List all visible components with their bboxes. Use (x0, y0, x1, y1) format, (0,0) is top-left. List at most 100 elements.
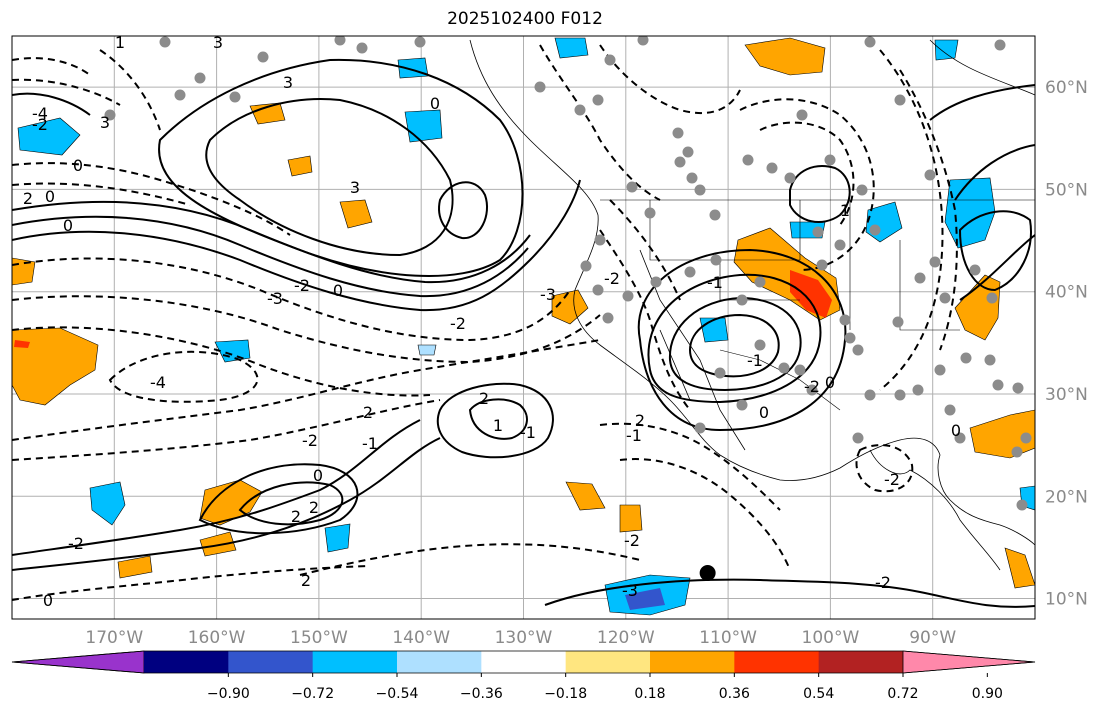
station-dot (194, 72, 206, 84)
station-dot (844, 332, 856, 344)
colorbar-tick-label: −0.90 (207, 686, 250, 702)
station-dot (794, 364, 806, 376)
longitude-label: 150°W (290, 628, 348, 648)
station-dot (684, 266, 696, 278)
shade-positive-area (790, 270, 832, 318)
contour-label: 2 (309, 498, 319, 517)
colorbar-tick-label: −0.54 (376, 686, 419, 702)
colorbar-segment (397, 651, 482, 673)
contour-label: 2 (291, 507, 301, 526)
station-dot (637, 36, 649, 46)
station-dot (892, 316, 904, 328)
station-dot (766, 162, 778, 174)
station-dot (672, 127, 684, 139)
shade-negative-area (324, 523, 351, 553)
station-dot (626, 181, 638, 193)
colorbar-extend-low (11, 650, 145, 674)
shading-layer (12, 37, 1035, 616)
station-dot (709, 209, 721, 221)
contour-label: 3 (283, 73, 293, 92)
latitude-label: 30°N (1045, 385, 1088, 405)
contour-label: 1 (115, 33, 125, 52)
station-dot (104, 109, 116, 121)
station-dot (939, 292, 951, 304)
station-dot (414, 36, 426, 48)
station-dot (622, 290, 634, 302)
colorbar-segment (481, 651, 567, 673)
station-dot (864, 36, 876, 48)
station-dot (1012, 382, 1024, 394)
shade-positive-area (1004, 547, 1035, 589)
contour-label: 2 (301, 571, 311, 590)
contour-label: -4 (32, 104, 48, 123)
contour-label: -2 (604, 269, 620, 288)
location-marker (699, 564, 716, 581)
contour-label: 0 (73, 156, 83, 175)
shade-positive-area (249, 102, 286, 125)
contour-label: -2 (875, 573, 891, 592)
contour-label: 2 (363, 403, 373, 422)
shade-positive-area (969, 409, 1035, 459)
contour-label: 3 (100, 113, 110, 132)
contour-label: 0 (759, 403, 769, 422)
station-dot (650, 276, 662, 288)
station-dot (812, 226, 824, 238)
longitude-label: 120°W (597, 628, 655, 648)
colorbar-tick-label: 0.36 (719, 686, 750, 702)
contour-label: 1 (493, 416, 503, 435)
longitude-label: 110°W (699, 628, 757, 648)
shade-negative-area (699, 317, 729, 343)
station-dot (816, 259, 828, 271)
station-dot (694, 422, 706, 434)
latitude-label: 20°N (1045, 487, 1088, 507)
contour-label: -2 (302, 431, 318, 450)
colorbar-segment (650, 651, 735, 673)
contour-label: -2 (68, 534, 84, 553)
contour-label: 2 (23, 189, 33, 208)
contour-label: -4 (150, 373, 166, 392)
shade-positive-area (12, 257, 36, 286)
station-dot (856, 184, 868, 196)
station-dot (824, 154, 836, 166)
shade-negative-area (17, 117, 81, 156)
station-dot (592, 94, 604, 106)
station-dot (356, 42, 368, 54)
contour-label: -2 (32, 115, 48, 134)
station-dot (257, 51, 269, 63)
station-dot (994, 39, 1006, 51)
station-dot (694, 184, 706, 196)
contour-label: 2 (479, 389, 489, 408)
contour-label: -1 (362, 434, 378, 453)
station-dot (864, 389, 876, 401)
station-dot (742, 154, 754, 166)
station-dot (604, 54, 616, 66)
latitude-label: 50°N (1045, 180, 1088, 200)
station-dot (754, 339, 766, 351)
contours-solid (12, 58, 1035, 608)
latitude-label: 10°N (1045, 590, 1088, 610)
contour-label: -2 (624, 531, 640, 550)
station-dot (929, 256, 941, 268)
contour-label: 0 (951, 421, 961, 440)
contour-label: 0 (825, 373, 835, 392)
contour-label: -3 (267, 289, 283, 308)
map-title: 2025102400 F012 (447, 9, 603, 29)
colorbar-segment (734, 651, 820, 673)
longitude-label: 130°W (495, 628, 553, 648)
station-dot (736, 294, 748, 306)
shade-negative-area (934, 39, 959, 61)
station-dot (796, 109, 808, 121)
station-dot (778, 362, 790, 374)
shade-negative-area (404, 109, 443, 143)
station-markers (104, 36, 1032, 511)
colorbar-tick-label: 0.90 (972, 686, 1003, 702)
colorbar-segment (228, 651, 314, 673)
shade-negative-area (89, 481, 126, 526)
station-dot (954, 432, 966, 444)
station-dot (592, 284, 604, 296)
station-dot (686, 172, 698, 184)
shade-positive-area (619, 504, 643, 533)
station-dot (229, 91, 241, 103)
colorbar-segment (565, 651, 651, 673)
